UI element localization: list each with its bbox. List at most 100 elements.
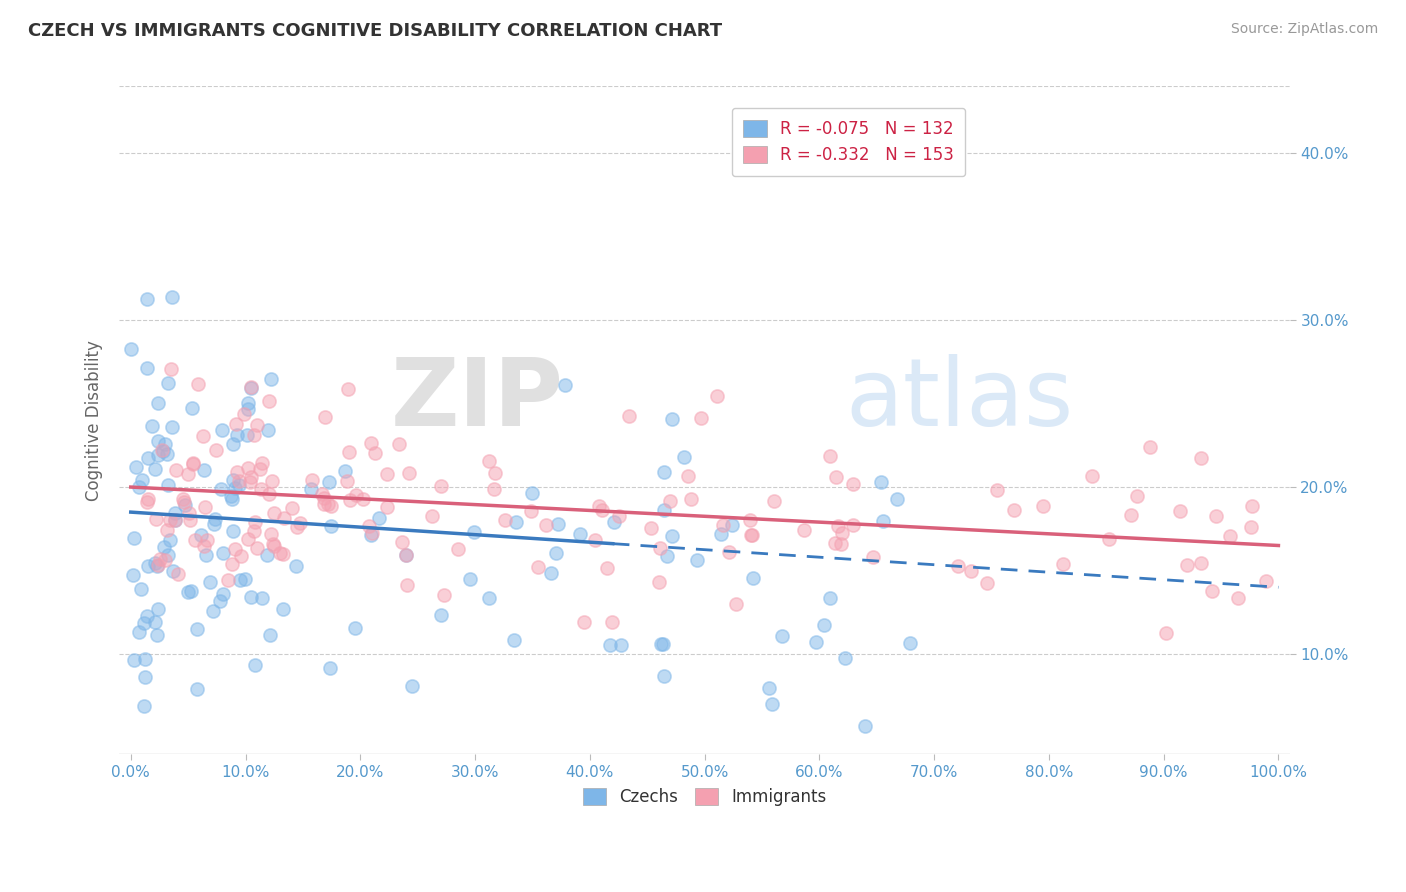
Point <box>245 658 267 673</box>
Point <box>152 444 174 458</box>
Point <box>375 467 398 481</box>
Point <box>193 539 215 553</box>
Point <box>477 591 499 605</box>
Point <box>157 548 180 562</box>
Point <box>301 473 323 487</box>
Point <box>603 515 626 529</box>
Point <box>1126 489 1149 503</box>
Point <box>673 450 696 465</box>
Point <box>240 380 263 394</box>
Point <box>1168 504 1191 518</box>
Point <box>134 652 156 666</box>
Point <box>204 512 226 526</box>
Point <box>260 371 283 385</box>
Point <box>141 419 163 434</box>
Point <box>149 551 172 566</box>
Point <box>520 486 543 500</box>
Point <box>233 572 256 586</box>
Point <box>159 533 181 547</box>
Point <box>221 492 243 507</box>
Point <box>263 539 285 553</box>
Point <box>1081 469 1104 483</box>
Point <box>831 526 853 541</box>
Point <box>186 681 208 696</box>
Point <box>136 558 159 573</box>
Point <box>226 428 249 442</box>
Point <box>239 475 262 490</box>
Point <box>271 602 294 616</box>
Point <box>679 492 702 507</box>
Point <box>136 492 159 507</box>
Point <box>122 531 145 545</box>
Point <box>368 510 391 524</box>
Point <box>246 541 269 555</box>
Point <box>547 517 569 532</box>
Point <box>132 698 155 713</box>
Point <box>166 567 188 582</box>
Point <box>195 548 218 562</box>
Point <box>239 380 262 394</box>
Point <box>226 465 249 479</box>
Point <box>853 719 876 733</box>
Point <box>886 492 908 507</box>
Point <box>319 661 342 675</box>
Point <box>312 491 335 505</box>
Point <box>131 473 153 487</box>
Point <box>721 517 744 532</box>
Point <box>661 528 683 542</box>
Point <box>146 558 169 573</box>
Point <box>143 615 166 629</box>
Point <box>1156 626 1178 640</box>
Point <box>229 549 252 563</box>
Point <box>872 514 894 528</box>
Point <box>281 501 304 516</box>
Point <box>285 520 308 534</box>
Point <box>202 604 225 618</box>
Point <box>793 524 815 538</box>
Text: atlas: atlas <box>845 354 1073 446</box>
Point <box>205 442 228 457</box>
Point <box>163 513 186 527</box>
Point <box>222 473 245 487</box>
Point <box>236 401 259 416</box>
Point <box>827 519 849 533</box>
Point <box>654 669 676 683</box>
Point <box>1098 532 1121 546</box>
Point <box>804 635 827 649</box>
Point <box>1205 508 1227 523</box>
Point <box>740 512 762 526</box>
Point <box>162 290 184 304</box>
Point <box>172 491 194 506</box>
Point <box>740 528 762 542</box>
Point <box>813 617 835 632</box>
Point <box>519 504 541 518</box>
Point <box>534 518 557 533</box>
Point <box>554 377 576 392</box>
Point <box>238 396 260 410</box>
Point <box>138 450 160 465</box>
Point <box>986 483 1008 497</box>
Point <box>360 435 382 450</box>
Point <box>212 587 235 601</box>
Point <box>1189 451 1212 466</box>
Point <box>263 506 285 520</box>
Point <box>183 533 205 548</box>
Point <box>770 629 793 643</box>
Point <box>818 591 841 605</box>
Point <box>430 479 453 493</box>
Point <box>250 456 273 470</box>
Point <box>217 573 239 587</box>
Point <box>219 489 242 503</box>
Point <box>284 559 307 574</box>
Point <box>243 515 266 529</box>
Point <box>361 525 384 540</box>
Point <box>159 513 181 527</box>
Point <box>394 548 416 562</box>
Point <box>495 513 517 527</box>
Point <box>1201 584 1223 599</box>
Legend: Czechs, Immigrants: Czechs, Immigrants <box>576 781 834 813</box>
Point <box>249 462 271 476</box>
Point <box>135 495 157 509</box>
Point <box>240 469 263 483</box>
Point <box>180 583 202 598</box>
